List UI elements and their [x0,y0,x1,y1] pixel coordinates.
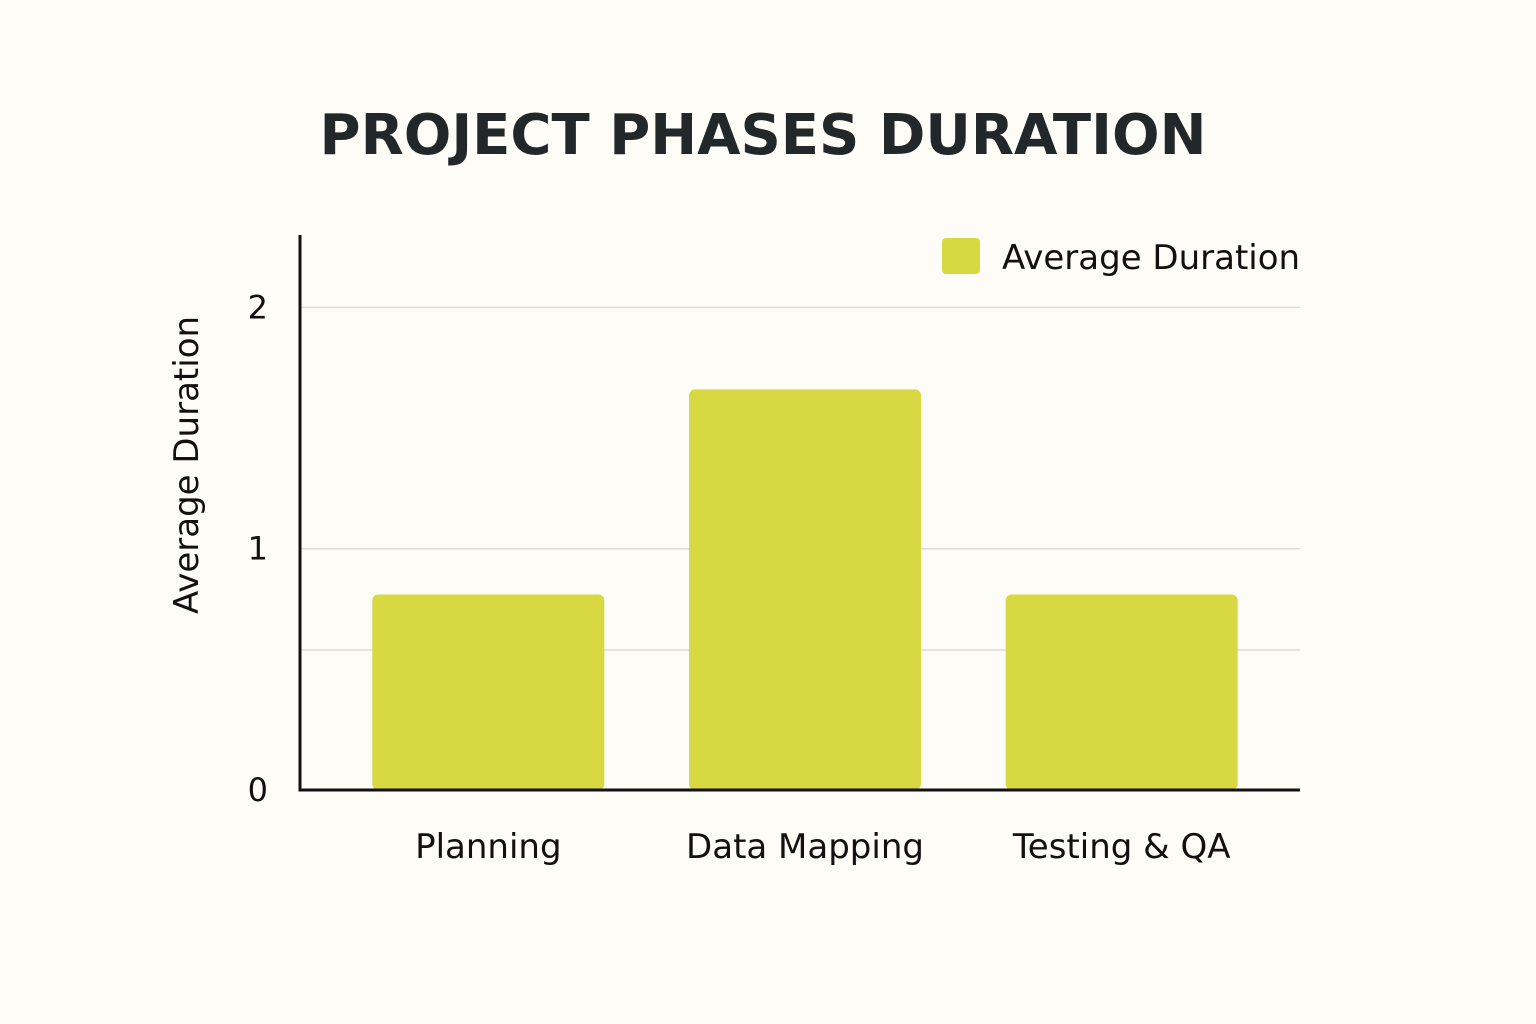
x-tick-label: Planning [415,827,561,867]
legend: Average Duration [942,238,1300,278]
y-axis-title: Average Duration [167,316,207,614]
x-tick-label: Testing & QA [1012,827,1231,867]
legend-swatch [942,238,980,274]
chart-title: PROJECT PHASES DURATION [320,103,1207,168]
axis-lines [298,235,1300,792]
y-tick-label: 0 [248,771,268,809]
bars [372,389,1238,790]
y-tick-label: 1 [248,530,268,568]
bar-planning [372,594,605,790]
bar-testing-qa [1005,594,1238,790]
y-tick-labels: 0 1 2 [248,288,268,809]
x-tick-labels: Planning Data Mapping Testing & QA [415,827,1230,867]
axes [298,235,1300,792]
x-tick-label: Data Mapping [686,827,924,867]
y-tick-label: 2 [248,288,268,326]
bar-data-mapping [689,389,921,790]
legend-label: Average Duration [1002,238,1300,278]
